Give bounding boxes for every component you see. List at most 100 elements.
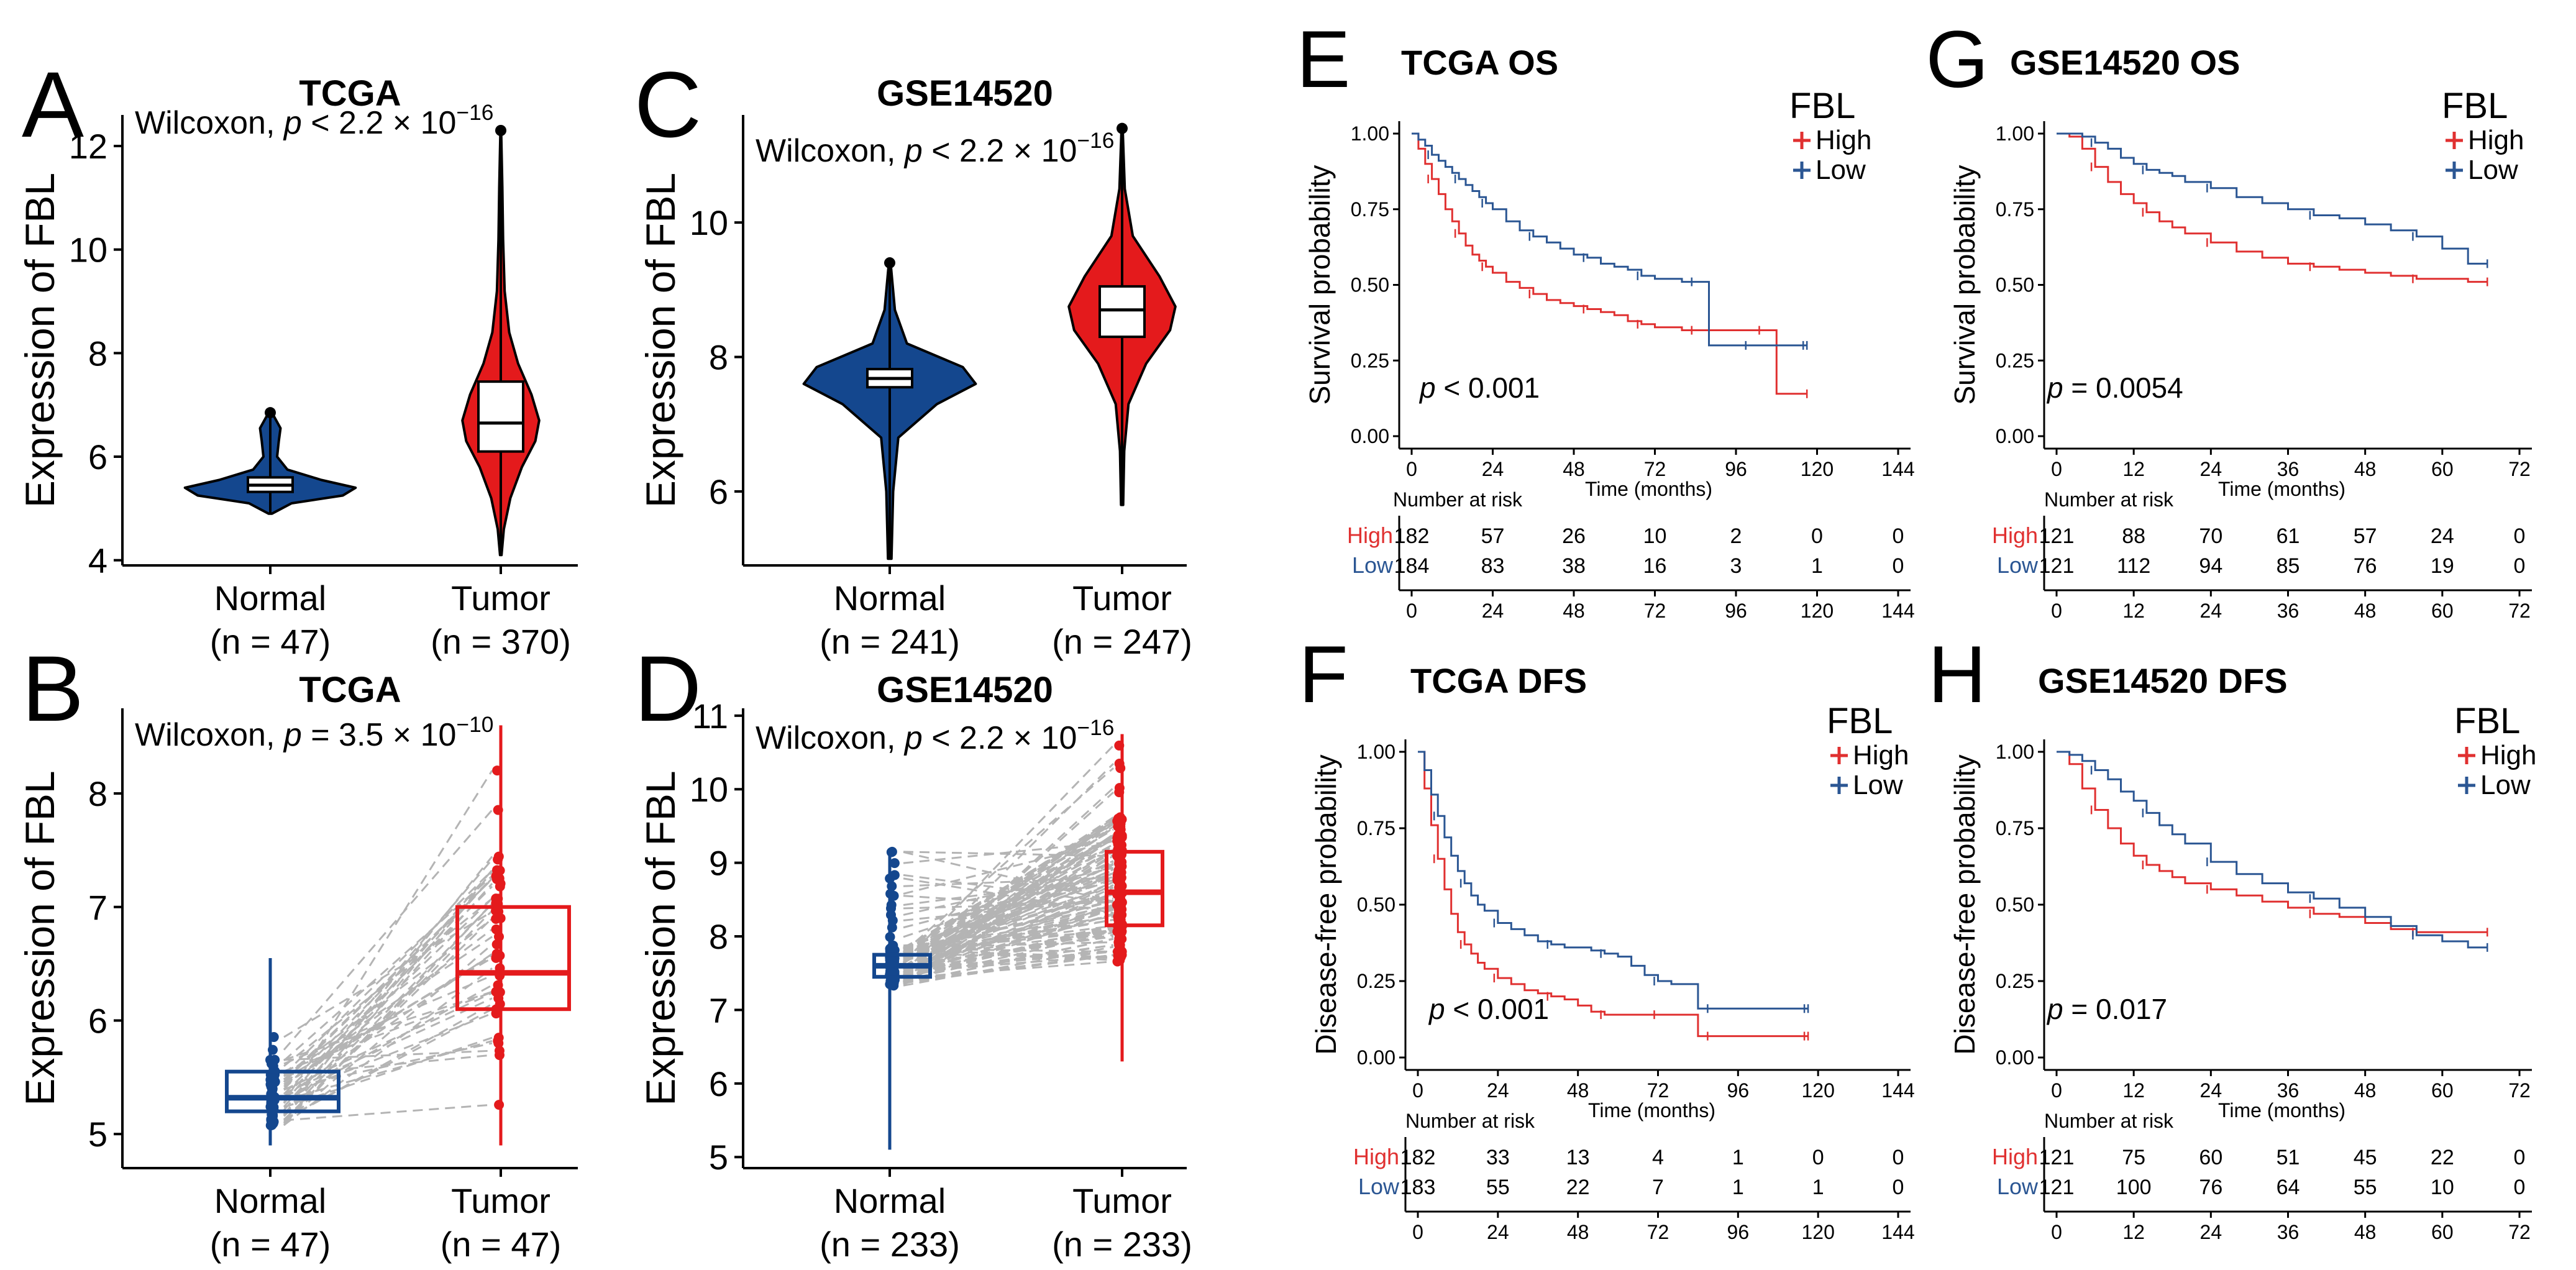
y-axis-label: Survival probability xyxy=(1948,165,1981,404)
km-curve-low xyxy=(1412,132,1807,347)
km-curve-high xyxy=(2057,132,2488,283)
km-p-value: p < 0.001 xyxy=(1428,993,1549,1025)
y-tick-label: 0.75 xyxy=(1357,817,1395,839)
x-tick-label: Normal xyxy=(214,578,326,618)
paired-line xyxy=(903,851,1114,857)
panel-H: H GSE14520 DFS 0.00 0.25 0.50 0.75 1.00 0 12 24 36… xyxy=(1928,629,2536,1243)
p-relation: < 2.2 × 10 xyxy=(923,720,1077,756)
wilcoxon-annotation: Wilcoxon, p < 2.2 × 10−16 xyxy=(135,101,493,141)
x-tick-label: Tumor xyxy=(1072,1181,1172,1220)
risk-x-tick-label: 48 xyxy=(2354,1221,2377,1243)
risk-x-tick-label: 24 xyxy=(1482,600,1504,622)
risk-table-title: Number at risk xyxy=(1393,488,1523,511)
legend-title: FBL xyxy=(1827,701,1893,741)
risk-group-label: High xyxy=(1992,523,2038,548)
legend-title: FBL xyxy=(2454,701,2520,741)
y-tick-label: 1.00 xyxy=(1351,122,1389,145)
panel-letter: H xyxy=(1928,629,1986,720)
risk-x-tick-label: 0 xyxy=(1412,1221,1423,1243)
x-tick-label: Tumor xyxy=(451,1181,550,1220)
y-tick-label: 0.75 xyxy=(1351,198,1389,221)
risk-count: 22 xyxy=(2431,1146,2454,1169)
y-tick-label: 6 xyxy=(88,1001,107,1040)
panel-D: D GSE14520 Wilcoxon, p < 2.2 × 10−16 5 6 7 8 9 1… xyxy=(634,636,1192,1264)
y-tick-label: 0.00 xyxy=(1351,425,1389,447)
risk-group-label: High xyxy=(1347,523,1393,548)
p-text: = 0.017 xyxy=(2063,993,2168,1025)
x-tick-label: Tumor xyxy=(1072,578,1172,618)
risk-count: 16 xyxy=(1643,554,1667,578)
legend-label: Low xyxy=(2480,770,2531,800)
y-tick-label: 10 xyxy=(690,203,728,242)
risk-count: 7 xyxy=(1652,1176,1664,1199)
wilcoxon-prefix: Wilcoxon, xyxy=(756,133,905,169)
x-tick-label: 0 xyxy=(2051,458,2062,480)
wilcoxon-prefix: Wilcoxon, xyxy=(756,720,905,756)
paired-line xyxy=(903,929,1114,953)
x-tick-label: 72 xyxy=(1647,1079,1669,1102)
risk-group-label: Low xyxy=(1352,552,1394,578)
paired-line xyxy=(903,844,1114,968)
wilcoxon-prefix: Wilcoxon, xyxy=(135,105,284,141)
y-tick-label: 0.50 xyxy=(1351,274,1389,296)
y-tick-label: 11 xyxy=(692,697,728,736)
paired-line xyxy=(283,910,493,1123)
risk-count: 184 xyxy=(1394,554,1430,578)
paired-line xyxy=(903,884,1114,979)
panel-letter: F xyxy=(1299,629,1348,720)
x-tick-label: 24 xyxy=(2200,1079,2222,1102)
x-tick-label: 48 xyxy=(2354,1079,2377,1102)
y-tick-label: 0.75 xyxy=(1996,198,2034,221)
legend-label: High xyxy=(1816,125,1872,155)
risk-x-tick-label: 24 xyxy=(2200,600,2222,622)
p-symbol: p xyxy=(283,105,302,141)
paired-line xyxy=(903,950,1114,971)
p-exponent: −16 xyxy=(1077,716,1114,740)
x-tick-label: 96 xyxy=(1725,458,1747,480)
y-tick-label: 8 xyxy=(709,917,728,956)
risk-x-tick-label: 0 xyxy=(2051,1221,2062,1243)
tumor-point xyxy=(491,924,501,934)
x-tick-label: 144 xyxy=(1881,458,1914,480)
y-axis-label: Expression of FBL xyxy=(17,770,63,1105)
risk-x-tick-label: 144 xyxy=(1881,1221,1914,1243)
panel-title: GSE14520 DFS xyxy=(2038,661,2288,700)
x-tick-label: Normal xyxy=(214,1181,326,1220)
legend-label: Low xyxy=(1853,770,1903,800)
x-tick-label: 120 xyxy=(1801,1079,1834,1102)
risk-count: 55 xyxy=(2354,1176,2377,1199)
wilcoxon-annotation: Wilcoxon, p < 2.2 × 10−16 xyxy=(756,716,1114,756)
risk-count: 0 xyxy=(2514,1146,2526,1169)
y-tick-label: 0.25 xyxy=(1357,970,1395,992)
y-tick-label: 5 xyxy=(88,1115,107,1154)
risk-x-tick-label: 12 xyxy=(2122,1221,2145,1243)
p-relation: < 2.2 × 10 xyxy=(923,133,1077,169)
panel-title: GSE14520 OS xyxy=(2010,43,2240,82)
risk-x-tick-label: 48 xyxy=(1563,600,1585,622)
panel-title: TCGA DFS xyxy=(1410,661,1587,700)
risk-count: 88 xyxy=(2122,524,2145,548)
risk-count: 19 xyxy=(2431,554,2454,578)
paired-line xyxy=(283,902,493,1126)
wilcoxon-prefix: Wilcoxon, xyxy=(135,717,284,753)
x-tick-label: 144 xyxy=(1881,1079,1914,1102)
risk-table-title: Number at risk xyxy=(2044,488,2174,511)
y-tick-label: 0.25 xyxy=(1996,970,2034,992)
y-tick-label: 0.50 xyxy=(1996,893,2034,916)
group-n-label: (n = 233) xyxy=(1052,1225,1192,1264)
paired-line xyxy=(283,877,493,1108)
km-curve-high xyxy=(1412,132,1807,395)
outlier-point xyxy=(265,407,276,419)
paired-line xyxy=(283,997,493,1095)
risk-group-label: High xyxy=(1992,1144,2038,1169)
paired-line xyxy=(903,860,1114,955)
y-tick-label: 9 xyxy=(709,844,728,883)
y-axis-label: Expression of FBL xyxy=(637,173,683,508)
risk-count: 57 xyxy=(1481,524,1505,548)
risk-count: 0 xyxy=(2514,524,2526,548)
outlier-point xyxy=(495,125,506,136)
risk-x-tick-label: 60 xyxy=(2431,1221,2454,1243)
panel-letter: G xyxy=(1925,14,1988,104)
risk-x-tick-label: 0 xyxy=(2051,600,2062,622)
paired-line xyxy=(903,927,1114,979)
